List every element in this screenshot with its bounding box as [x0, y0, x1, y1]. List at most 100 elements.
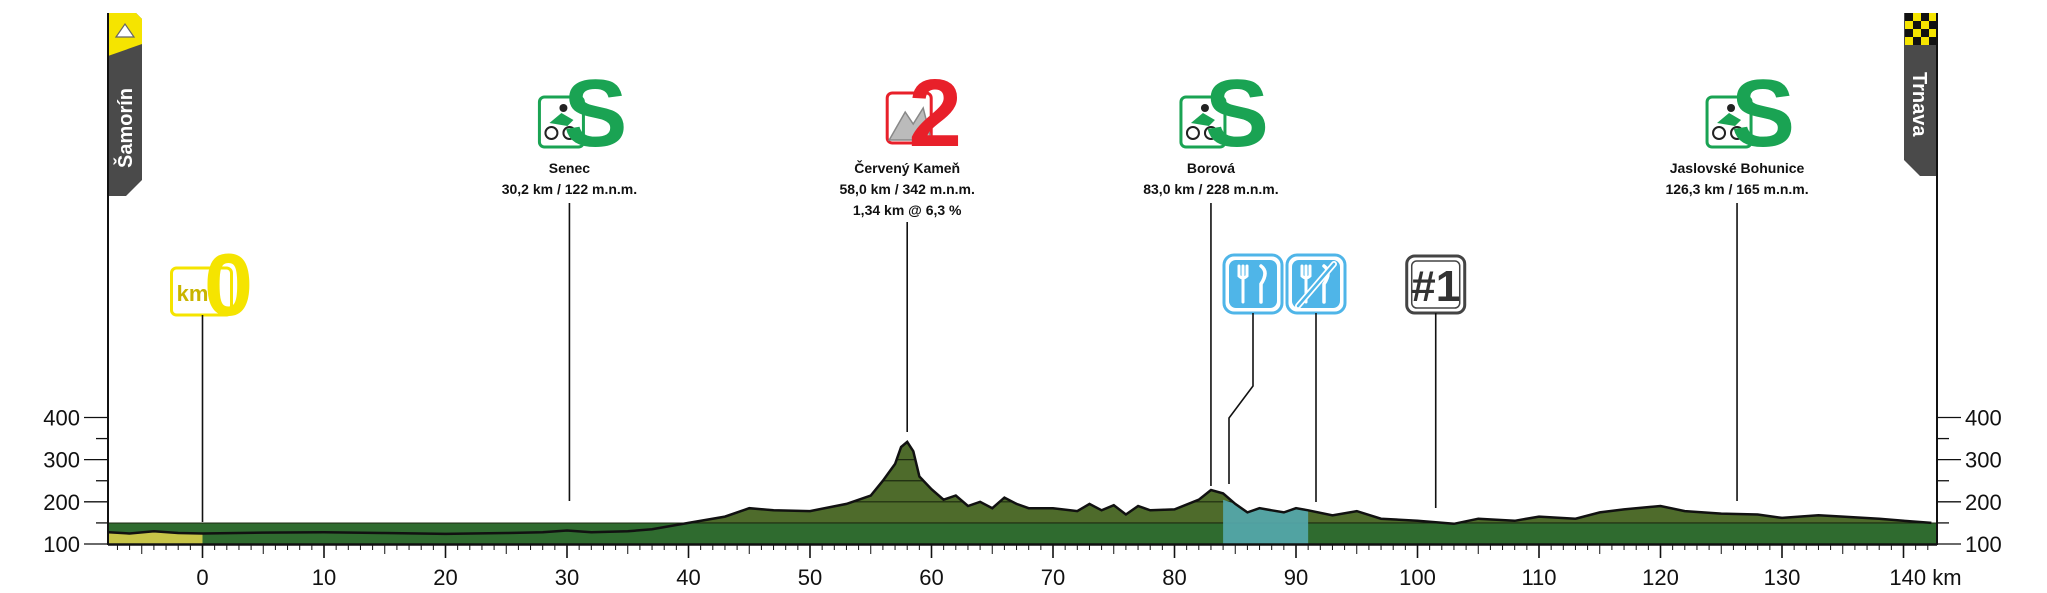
y-tick-label-left: 100 — [43, 532, 80, 557]
start-tab — [108, 13, 142, 196]
climb-logo: 2 — [885, 60, 962, 167]
y-tick-label-right: 400 — [1965, 405, 2002, 430]
waypoint-info: 30,2 km / 122 m.n.m. — [502, 181, 637, 197]
waypoint-info: 83,0 km / 228 m.n.m. — [1143, 181, 1278, 197]
wheel-icon — [1203, 126, 1218, 140]
knife-icon — [1259, 264, 1267, 304]
waypoint-climb-info: 1,34 km @ 6,3 % — [853, 202, 962, 218]
wheel-icon — [1730, 126, 1745, 140]
x-tick-label: 130 — [1764, 565, 1801, 590]
x-tick-label: 100 — [1399, 565, 1436, 590]
start-town: Šamorín — [113, 88, 137, 168]
climb-category: 2 — [909, 60, 962, 167]
sprint-symbol: S — [1731, 60, 1795, 167]
sprint-symbol: S — [1205, 60, 1269, 167]
x-tick-label: 60 — [919, 565, 943, 590]
wheel-icon — [1185, 126, 1200, 140]
fork-knife-icon — [1229, 260, 1277, 308]
start-finish-layer: Šamorín Trnava — [107, 13, 1938, 545]
checker-square — [1905, 29, 1913, 37]
terrain-layer — [108, 440, 1937, 545]
finish-flag: Trnava — [1904, 13, 1938, 545]
y-tick-label-right: 200 — [1965, 490, 2002, 515]
x-tick-label: 80 — [1162, 565, 1186, 590]
checker-square — [1905, 21, 1913, 29]
cyclist-head-icon — [1200, 104, 1209, 112]
checker-square — [1929, 37, 1937, 45]
checker-square — [1905, 13, 1913, 21]
x-tick-label: 50 — [798, 565, 822, 590]
x-tick-label: 40 — [676, 565, 700, 590]
finish-town: Trnava — [1908, 72, 1930, 137]
checker-square — [1905, 37, 1913, 45]
x-tick-label: 140 km — [1889, 565, 1961, 590]
waypoint-name: Červený Kameň — [854, 159, 960, 176]
cyclist-icon — [1717, 113, 1742, 126]
checker-square — [1929, 21, 1937, 29]
km0-box — [170, 266, 233, 317]
waypoint-name: Senec — [549, 160, 590, 176]
x-tick-label: 90 — [1284, 565, 1308, 590]
axes-layer: 0 10 20 30 40 50 60 70 80 90 100 110 120 130 140 km100… — [43, 405, 2001, 590]
sprint-logo: S — [1705, 60, 1795, 167]
feed-zone-start-marker — [1222, 253, 1284, 484]
waypoint-info: 58,0 km / 342 m.n.m. — [839, 181, 974, 197]
waypoint-name: Jaslovské Bohunice — [1670, 160, 1805, 176]
checker-square — [1929, 13, 1937, 21]
checker-square — [1913, 29, 1921, 37]
wheel-icon — [1712, 126, 1727, 140]
y-tick-label-left: 200 — [43, 490, 80, 515]
checker-square — [1913, 13, 1921, 21]
checker-square — [1929, 29, 1937, 37]
finish-tab — [1904, 13, 1937, 176]
km0-marker: km0 — [170, 235, 253, 522]
x-tick-label: 110 — [1521, 565, 1556, 590]
wheel-icon — [544, 126, 559, 140]
checker-square — [1913, 37, 1921, 45]
sprint-logo: S — [537, 60, 627, 167]
feed-zone-end-marker — [1285, 253, 1347, 502]
checker-square — [1921, 21, 1929, 29]
cross-out-inner — [1296, 262, 1336, 308]
mountain-icon — [887, 106, 933, 141]
y-tick-label-left: 300 — [43, 448, 80, 473]
cyclist-icon — [549, 113, 574, 126]
km0-zero-label: 0 — [204, 235, 253, 334]
x-tick-label: 30 — [555, 565, 579, 590]
checker-square — [1913, 21, 1921, 29]
x-tick-label: 20 — [433, 565, 457, 590]
fork-icon — [1237, 264, 1249, 304]
intermediate-marker: #1 — [1405, 254, 1467, 508]
intermediate-inner — [1410, 260, 1461, 309]
wheel-icon — [562, 126, 577, 140]
cyclist-icon — [1190, 113, 1215, 126]
sprint-logo: S — [1179, 60, 1269, 167]
y-tick-label-right: 100 — [1965, 532, 2002, 557]
y-tick-label-left: 400 — [43, 405, 80, 430]
triangle-up-icon — [114, 22, 136, 38]
feed-zone-band — [1223, 499, 1309, 544]
km0-km-label: km — [177, 281, 209, 306]
cyclist-head-icon — [1727, 104, 1736, 112]
x-tick-label: 10 — [312, 565, 336, 590]
intermediate-label: #1 — [1411, 262, 1460, 311]
x-tick-label: 70 — [1041, 565, 1065, 590]
x-tick-label: 0 — [196, 565, 208, 590]
sprint-symbol: S — [563, 60, 627, 167]
checker-square — [1921, 29, 1929, 37]
waypoint-info: 126,3 km / 165 m.n.m. — [1665, 181, 1808, 197]
cyclist-head-icon — [559, 104, 568, 112]
checker-square — [1921, 13, 1929, 21]
elevation-area — [108, 441, 1937, 534]
waypoint-name: Borová — [1187, 160, 1235, 176]
y-tick-label-right: 300 — [1965, 448, 2002, 473]
elevation-line — [108, 440, 1932, 536]
x-tick-label: 120 — [1642, 565, 1679, 590]
start-flag: Šamorín — [107, 13, 142, 545]
